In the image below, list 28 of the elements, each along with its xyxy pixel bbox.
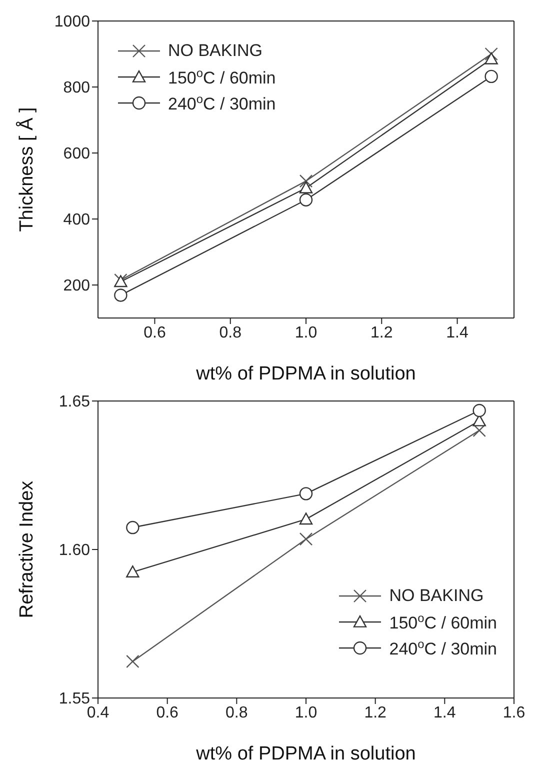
y-tick-label: 200 bbox=[63, 278, 90, 295]
x-tick-label: 0.8 bbox=[219, 324, 242, 342]
y-tick-label: 600 bbox=[63, 146, 90, 163]
y-tick-label: 400 bbox=[63, 212, 90, 229]
x-tick-label: 1.4 bbox=[446, 324, 468, 342]
x-tick-label: 1.4 bbox=[434, 704, 456, 722]
legend-label: 240$^{o}$C / 30min bbox=[168, 92, 276, 114]
legend-label: 150$^{o}$C / 60min bbox=[389, 610, 497, 632]
y-tick-label: 800 bbox=[63, 80, 90, 97]
y-axis-title: Refractive Index bbox=[16, 480, 38, 618]
y-tick-label: 1000 bbox=[54, 14, 90, 31]
x-axis-title: wt% of PDPMA in solution bbox=[195, 363, 416, 384]
y-tick-label: 1.65 bbox=[58, 394, 90, 411]
x-tick-label: 1.6 bbox=[502, 704, 526, 722]
x-axis-title: wt% of PDPMA in solution bbox=[195, 743, 416, 764]
x-tick-label: 1.0 bbox=[294, 704, 318, 722]
legend-label: NO BAKING bbox=[389, 586, 484, 605]
y-axis-title: Thickness [ Å ] bbox=[16, 107, 38, 232]
x-tick-label: 1.2 bbox=[364, 704, 387, 722]
legend-label: NO BAKING bbox=[168, 41, 262, 60]
x-tick-label: 1.0 bbox=[294, 324, 318, 342]
y-tick-label: 1.60 bbox=[58, 542, 90, 560]
legend-label: 240$^{o}$C / 30min bbox=[389, 636, 497, 658]
legend-label: 150$^{o}$C / 60min bbox=[168, 66, 276, 88]
x-tick-label: 0.6 bbox=[144, 324, 166, 342]
x-tick-label: 0.6 bbox=[156, 704, 179, 722]
x-tick-label: 0.8 bbox=[226, 704, 248, 722]
x-tick-label: 1.2 bbox=[370, 324, 393, 342]
